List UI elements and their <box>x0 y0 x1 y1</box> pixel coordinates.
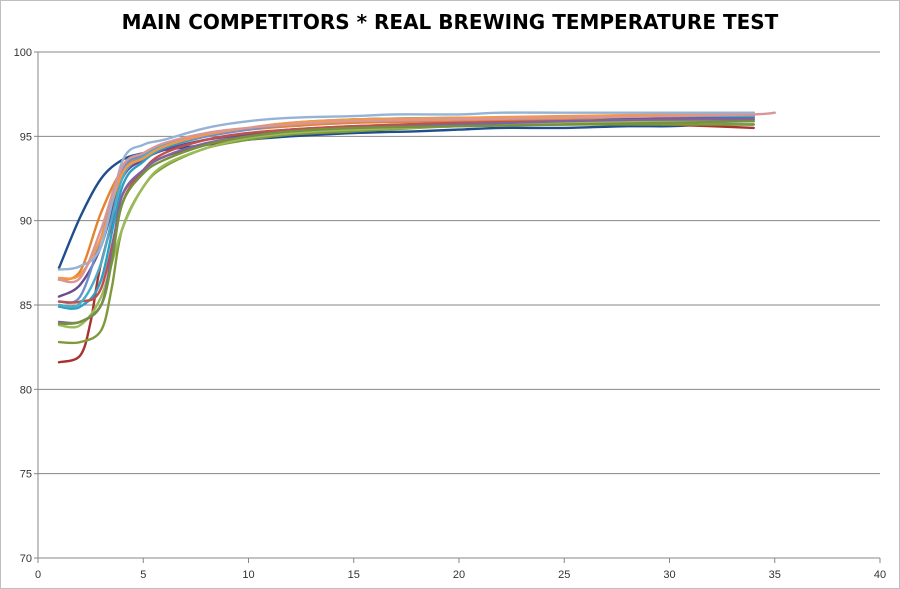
y-tick-label: 80 <box>20 384 32 396</box>
x-tick-label: 30 <box>663 569 675 581</box>
series-line-13 <box>57 111 755 271</box>
x-tick-label: 10 <box>242 569 254 581</box>
series-line-1 <box>57 123 755 270</box>
series-line-9 <box>57 119 755 329</box>
tick-labels: 70 75 80 85 90 95 100 0 5 10 15 20 25 30 35 40 <box>14 47 886 581</box>
y-tick-label: 70 <box>20 553 32 565</box>
y-tick-label: 90 <box>20 216 32 228</box>
series-line-12 <box>57 111 755 280</box>
x-tick-label: 5 <box>140 569 146 581</box>
series-line-6 <box>57 111 755 281</box>
series-lines <box>57 111 776 364</box>
x-tick-label: 35 <box>769 569 781 581</box>
x-tick-label: 25 <box>558 569 570 581</box>
series-line-15 <box>57 120 755 325</box>
x-tick-label: 15 <box>348 569 360 581</box>
y-tick-label: 95 <box>20 131 32 143</box>
y-tick-label: 100 <box>14 47 32 59</box>
y-tick-label: 85 <box>20 300 32 312</box>
series-line-2 <box>57 121 755 364</box>
x-tick-label: 40 <box>874 569 886 581</box>
x-tick-label: 20 <box>453 569 465 581</box>
axes <box>34 51 881 563</box>
series-line-14 <box>57 111 776 284</box>
chart-title: MAIN COMPETITORS * REAL BREWING TEMPERAT… <box>121 10 779 34</box>
y-tick-label: 75 <box>20 469 32 481</box>
x-tick-label: 0 <box>35 569 41 581</box>
